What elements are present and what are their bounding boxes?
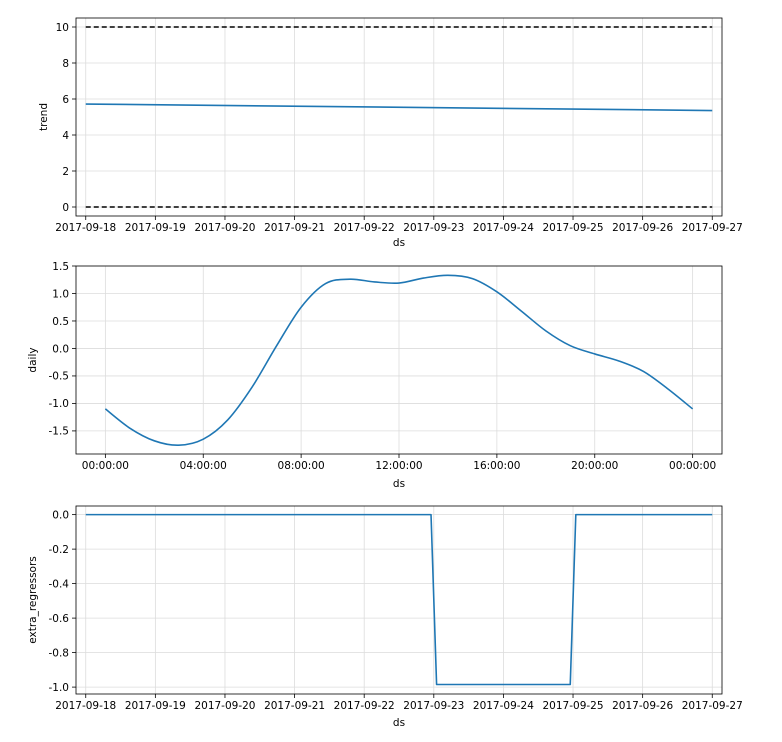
- trend-panel: 2017-09-18 2017-09-19 2017-09-20 2017-09-21…: [38, 17, 743, 249]
- x-tick-label: 2017-09-25: [543, 222, 604, 234]
- y-tick-label: -0.2: [49, 544, 70, 556]
- y-tick-label: 8: [62, 58, 69, 70]
- y-tick-label: 0: [62, 202, 69, 214]
- x-tick-label: 2017-09-23: [403, 222, 464, 234]
- x-tick-label: 2017-09-18: [55, 222, 116, 234]
- y-tick-label: 1.0: [52, 288, 69, 300]
- x-tick-label: 2017-09-26: [612, 222, 673, 234]
- y-tick-label: 1.5: [52, 261, 69, 273]
- x-tick-label: 2017-09-27: [682, 222, 743, 234]
- y-tick-label: -1.0: [49, 398, 70, 410]
- x-tick-label: 12:00:00: [375, 460, 422, 472]
- y-tick-label: 0.0: [52, 509, 69, 521]
- plot-area: [76, 18, 722, 216]
- series-line: [104, 274, 694, 447]
- plot-area: [76, 506, 722, 694]
- series-line: [85, 513, 713, 686]
- y-tick-label: -1.0: [49, 682, 70, 694]
- x-tick-label: 2017-09-24: [473, 222, 534, 234]
- x-tick-label: 2017-09-24: [473, 700, 534, 712]
- axes-frame: [75, 17, 723, 217]
- x-tick-label: 2017-09-23: [403, 700, 464, 712]
- x-tick-label: 2017-09-22: [334, 222, 395, 234]
- y-tick-label: 0.0: [52, 343, 69, 355]
- x-tick-label: 00:00:00: [82, 460, 129, 472]
- y-axis-label: daily: [27, 347, 39, 372]
- x-tick-label: 2017-09-22: [334, 700, 395, 712]
- x-axis-label: ds: [393, 237, 405, 249]
- x-tick-label: 2017-09-19: [125, 700, 186, 712]
- x-tick-label: 20:00:00: [571, 460, 618, 472]
- y-tick-label: -0.4: [49, 578, 70, 590]
- y-axis-label: trend: [38, 103, 50, 131]
- x-tick-label: 00:00:00: [669, 460, 716, 472]
- extra-regressors-panel: 2017-09-18 2017-09-19 2017-09-20 2017-09-21…: [27, 505, 743, 729]
- x-tick-label: 2017-09-21: [264, 222, 325, 234]
- y-axis-label: extra_regressors: [27, 556, 39, 644]
- x-tick-label: 2017-09-26: [612, 700, 673, 712]
- y-tick-label: -0.6: [49, 613, 70, 625]
- x-tick-label: 2017-09-27: [682, 700, 743, 712]
- x-axis-label: ds: [393, 717, 405, 729]
- y-tick-label: -1.5: [49, 426, 70, 438]
- x-tick-label: 2017-09-25: [543, 700, 604, 712]
- x-tick-label: 2017-09-19: [125, 222, 186, 234]
- y-tick-label: 2: [62, 166, 69, 178]
- y-tick-label: 0.5: [52, 316, 69, 328]
- x-tick-label: 2017-09-18: [55, 700, 116, 712]
- x-tick-label: 2017-09-21: [264, 700, 325, 712]
- x-tick-label: 08:00:00: [278, 460, 325, 472]
- y-tick-label: 4: [62, 130, 69, 142]
- x-tick-label: 2017-09-20: [194, 700, 255, 712]
- y-tick-label: 10: [56, 22, 69, 34]
- x-tick-label: 04:00:00: [180, 460, 227, 472]
- daily-panel: 00:00:00 04:00:00 08:00:00 12:00:00 16:00:00…: [27, 261, 723, 490]
- x-tick-label: 16:00:00: [473, 460, 520, 472]
- y-tick-label: -0.5: [49, 371, 70, 383]
- y-tick-label: -0.8: [49, 647, 70, 659]
- x-tick-label: 2017-09-20: [194, 222, 255, 234]
- y-tick-label: 6: [62, 94, 69, 106]
- series-line: [85, 103, 713, 112]
- x-axis-label: ds: [393, 478, 405, 490]
- axes-frame: [75, 505, 723, 695]
